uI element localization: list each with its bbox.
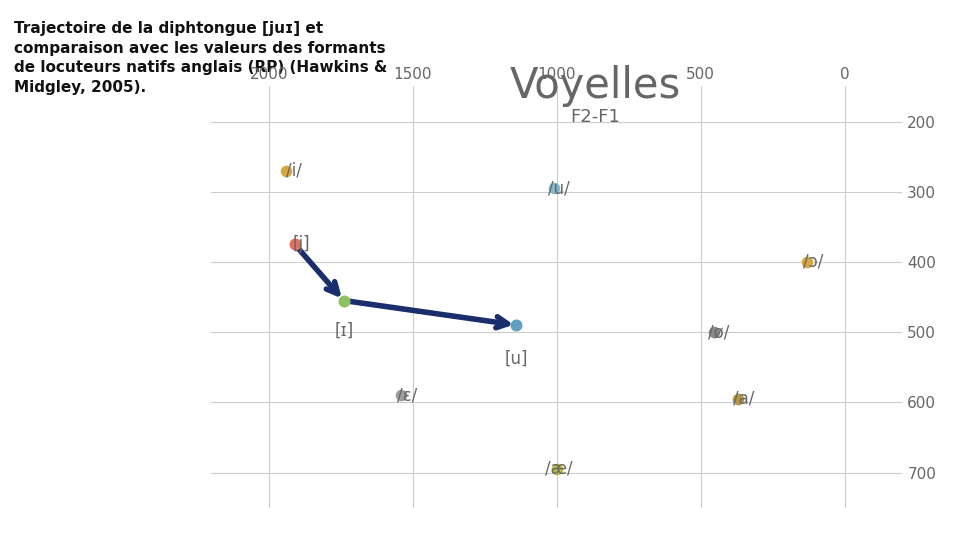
- Text: [j]: [j]: [293, 235, 311, 253]
- Text: /ɔ/: /ɔ/: [803, 253, 824, 271]
- Text: Trajectoire de la diphtongue [juɪ] et
comparaison avec les valeurs des formants
: Trajectoire de la diphtongue [juɪ] et co…: [13, 21, 387, 95]
- Text: /i/: /i/: [286, 161, 302, 180]
- Text: F2-F1: F2-F1: [570, 108, 620, 126]
- Text: /ɛ/: /ɛ/: [396, 386, 418, 404]
- Text: [ɪ]: [ɪ]: [335, 322, 354, 340]
- Text: /æ/: /æ/: [545, 460, 573, 478]
- Point: [336, 296, 351, 305]
- Point: [549, 464, 564, 473]
- Text: Voyelles: Voyelles: [510, 65, 681, 107]
- Point: [800, 258, 815, 266]
- Point: [707, 328, 722, 336]
- Point: [509, 321, 524, 329]
- Point: [394, 391, 409, 400]
- Point: [287, 240, 302, 248]
- Point: [731, 395, 746, 403]
- Point: [546, 184, 562, 193]
- Text: /ø/: /ø/: [708, 323, 730, 341]
- Point: [278, 166, 294, 175]
- Text: [u]: [u]: [505, 350, 528, 368]
- Text: /u/: /u/: [548, 179, 570, 197]
- Text: /a/: /a/: [732, 390, 755, 408]
